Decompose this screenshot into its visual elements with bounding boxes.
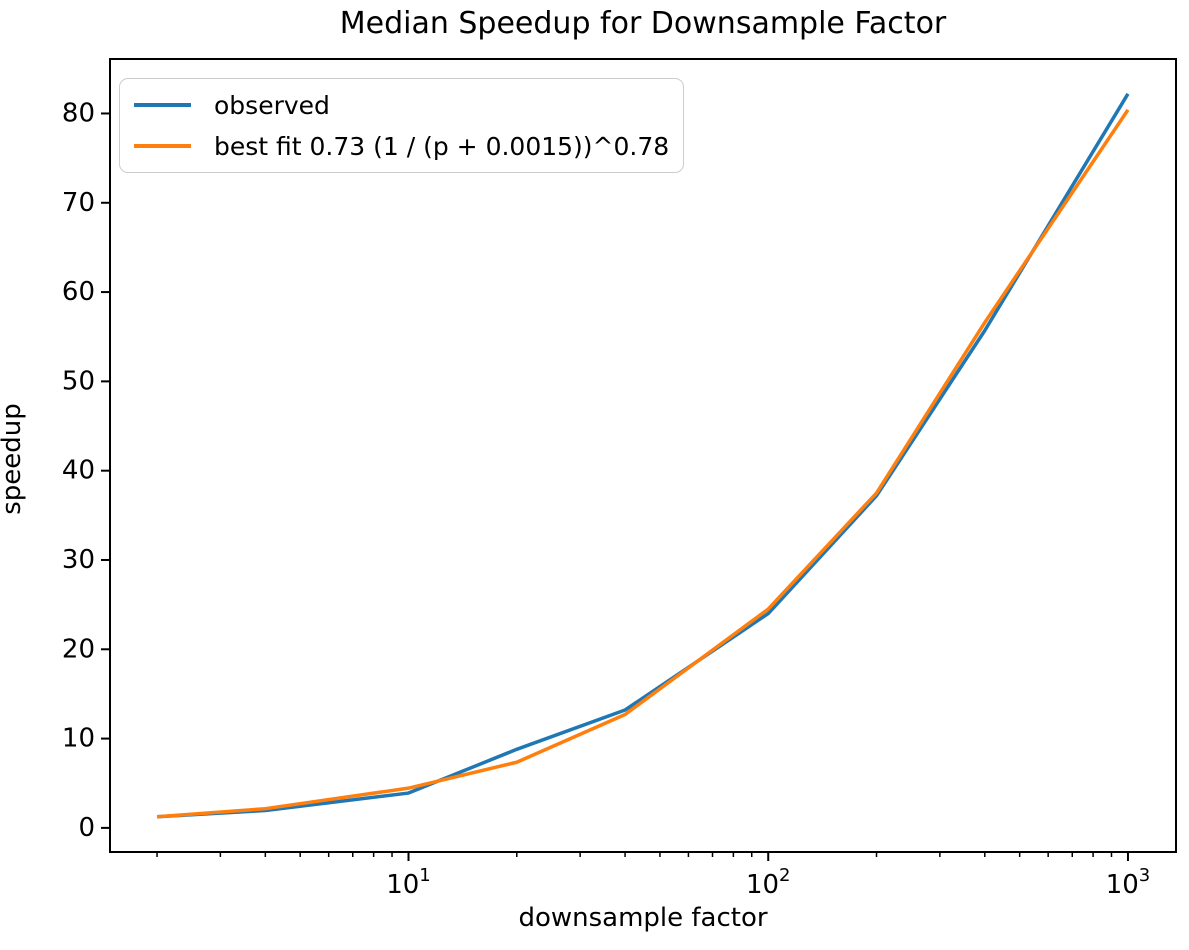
y-tick-label: 60 (62, 277, 95, 307)
legend-item-best-fit: best fit 0.73 (1 / (p + 0.0015))^0.78 (134, 129, 669, 163)
chart-title: Median Speedup for Downsample Factor (339, 6, 947, 41)
legend-item-observed: observed (134, 88, 669, 122)
legend-label-observed: observed (214, 90, 330, 120)
y-tick-label: 10 (62, 724, 95, 754)
axes-frame (109, 58, 1177, 853)
y-tick-label: 30 (62, 545, 95, 575)
series-line-best-fit (156, 108, 1130, 819)
x-tick-label: 103 (1106, 865, 1151, 900)
x-axis-label: downsample factor (518, 903, 768, 933)
y-tick-label: 40 (62, 456, 95, 486)
legend-line-swatch-best-fit (134, 144, 191, 148)
y-tick-label: 0 (78, 813, 95, 843)
series-line-observed (156, 92, 1130, 819)
y-tick-label: 50 (62, 366, 95, 396)
x-tick-label: 102 (746, 865, 791, 900)
legend-label-best-fit: best fit 0.73 (1 / (p + 0.0015))^0.78 (214, 131, 670, 161)
y-tick-label: 20 (62, 634, 95, 664)
y-tick-label: 80 (62, 98, 95, 128)
x-tick-label: 101 (386, 865, 431, 900)
legend: observed best fit 0.73 (1 / (p + 0.0015)… (119, 78, 685, 173)
y-tick-label: 70 (62, 188, 95, 218)
legend-line-swatch-observed (134, 103, 191, 107)
